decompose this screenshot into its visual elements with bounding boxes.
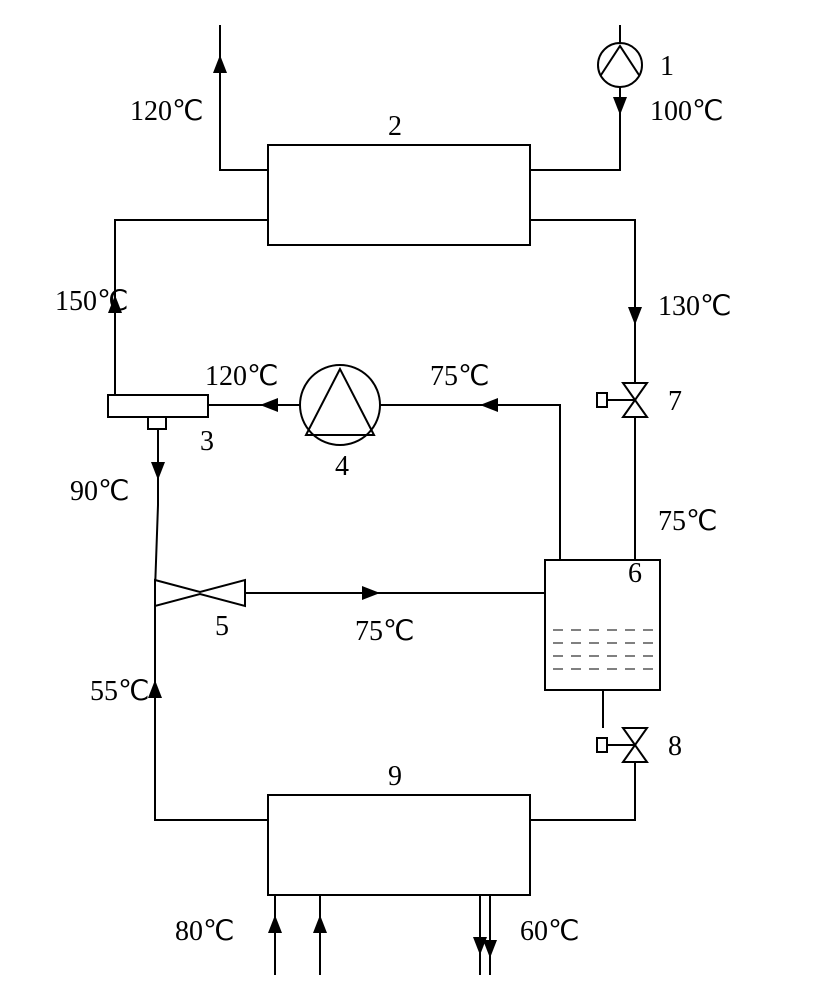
svg-text:90℃: 90℃ bbox=[70, 476, 129, 507]
svg-text:1: 1 bbox=[660, 51, 674, 82]
svg-text:9: 9 bbox=[388, 761, 402, 792]
svg-text:7: 7 bbox=[668, 386, 682, 417]
svg-text:2: 2 bbox=[388, 111, 402, 142]
svg-text:75℃: 75℃ bbox=[430, 361, 489, 392]
svg-text:60℃: 60℃ bbox=[520, 916, 579, 947]
svg-text:3: 3 bbox=[200, 426, 214, 457]
svg-text:4: 4 bbox=[335, 451, 349, 482]
svg-text:150℃: 150℃ bbox=[55, 286, 128, 317]
svg-text:80℃: 80℃ bbox=[175, 916, 234, 947]
svg-text:75℃: 75℃ bbox=[658, 506, 717, 537]
svg-text:100℃: 100℃ bbox=[650, 96, 723, 127]
svg-text:130℃: 130℃ bbox=[658, 291, 731, 322]
svg-text:120℃: 120℃ bbox=[205, 361, 278, 392]
svg-text:8: 8 bbox=[668, 731, 682, 762]
svg-text:75℃: 75℃ bbox=[355, 616, 414, 647]
svg-text:120℃: 120℃ bbox=[130, 96, 203, 127]
svg-text:55℃: 55℃ bbox=[90, 676, 149, 707]
svg-text:5: 5 bbox=[215, 611, 229, 642]
svg-text:6: 6 bbox=[628, 558, 642, 589]
